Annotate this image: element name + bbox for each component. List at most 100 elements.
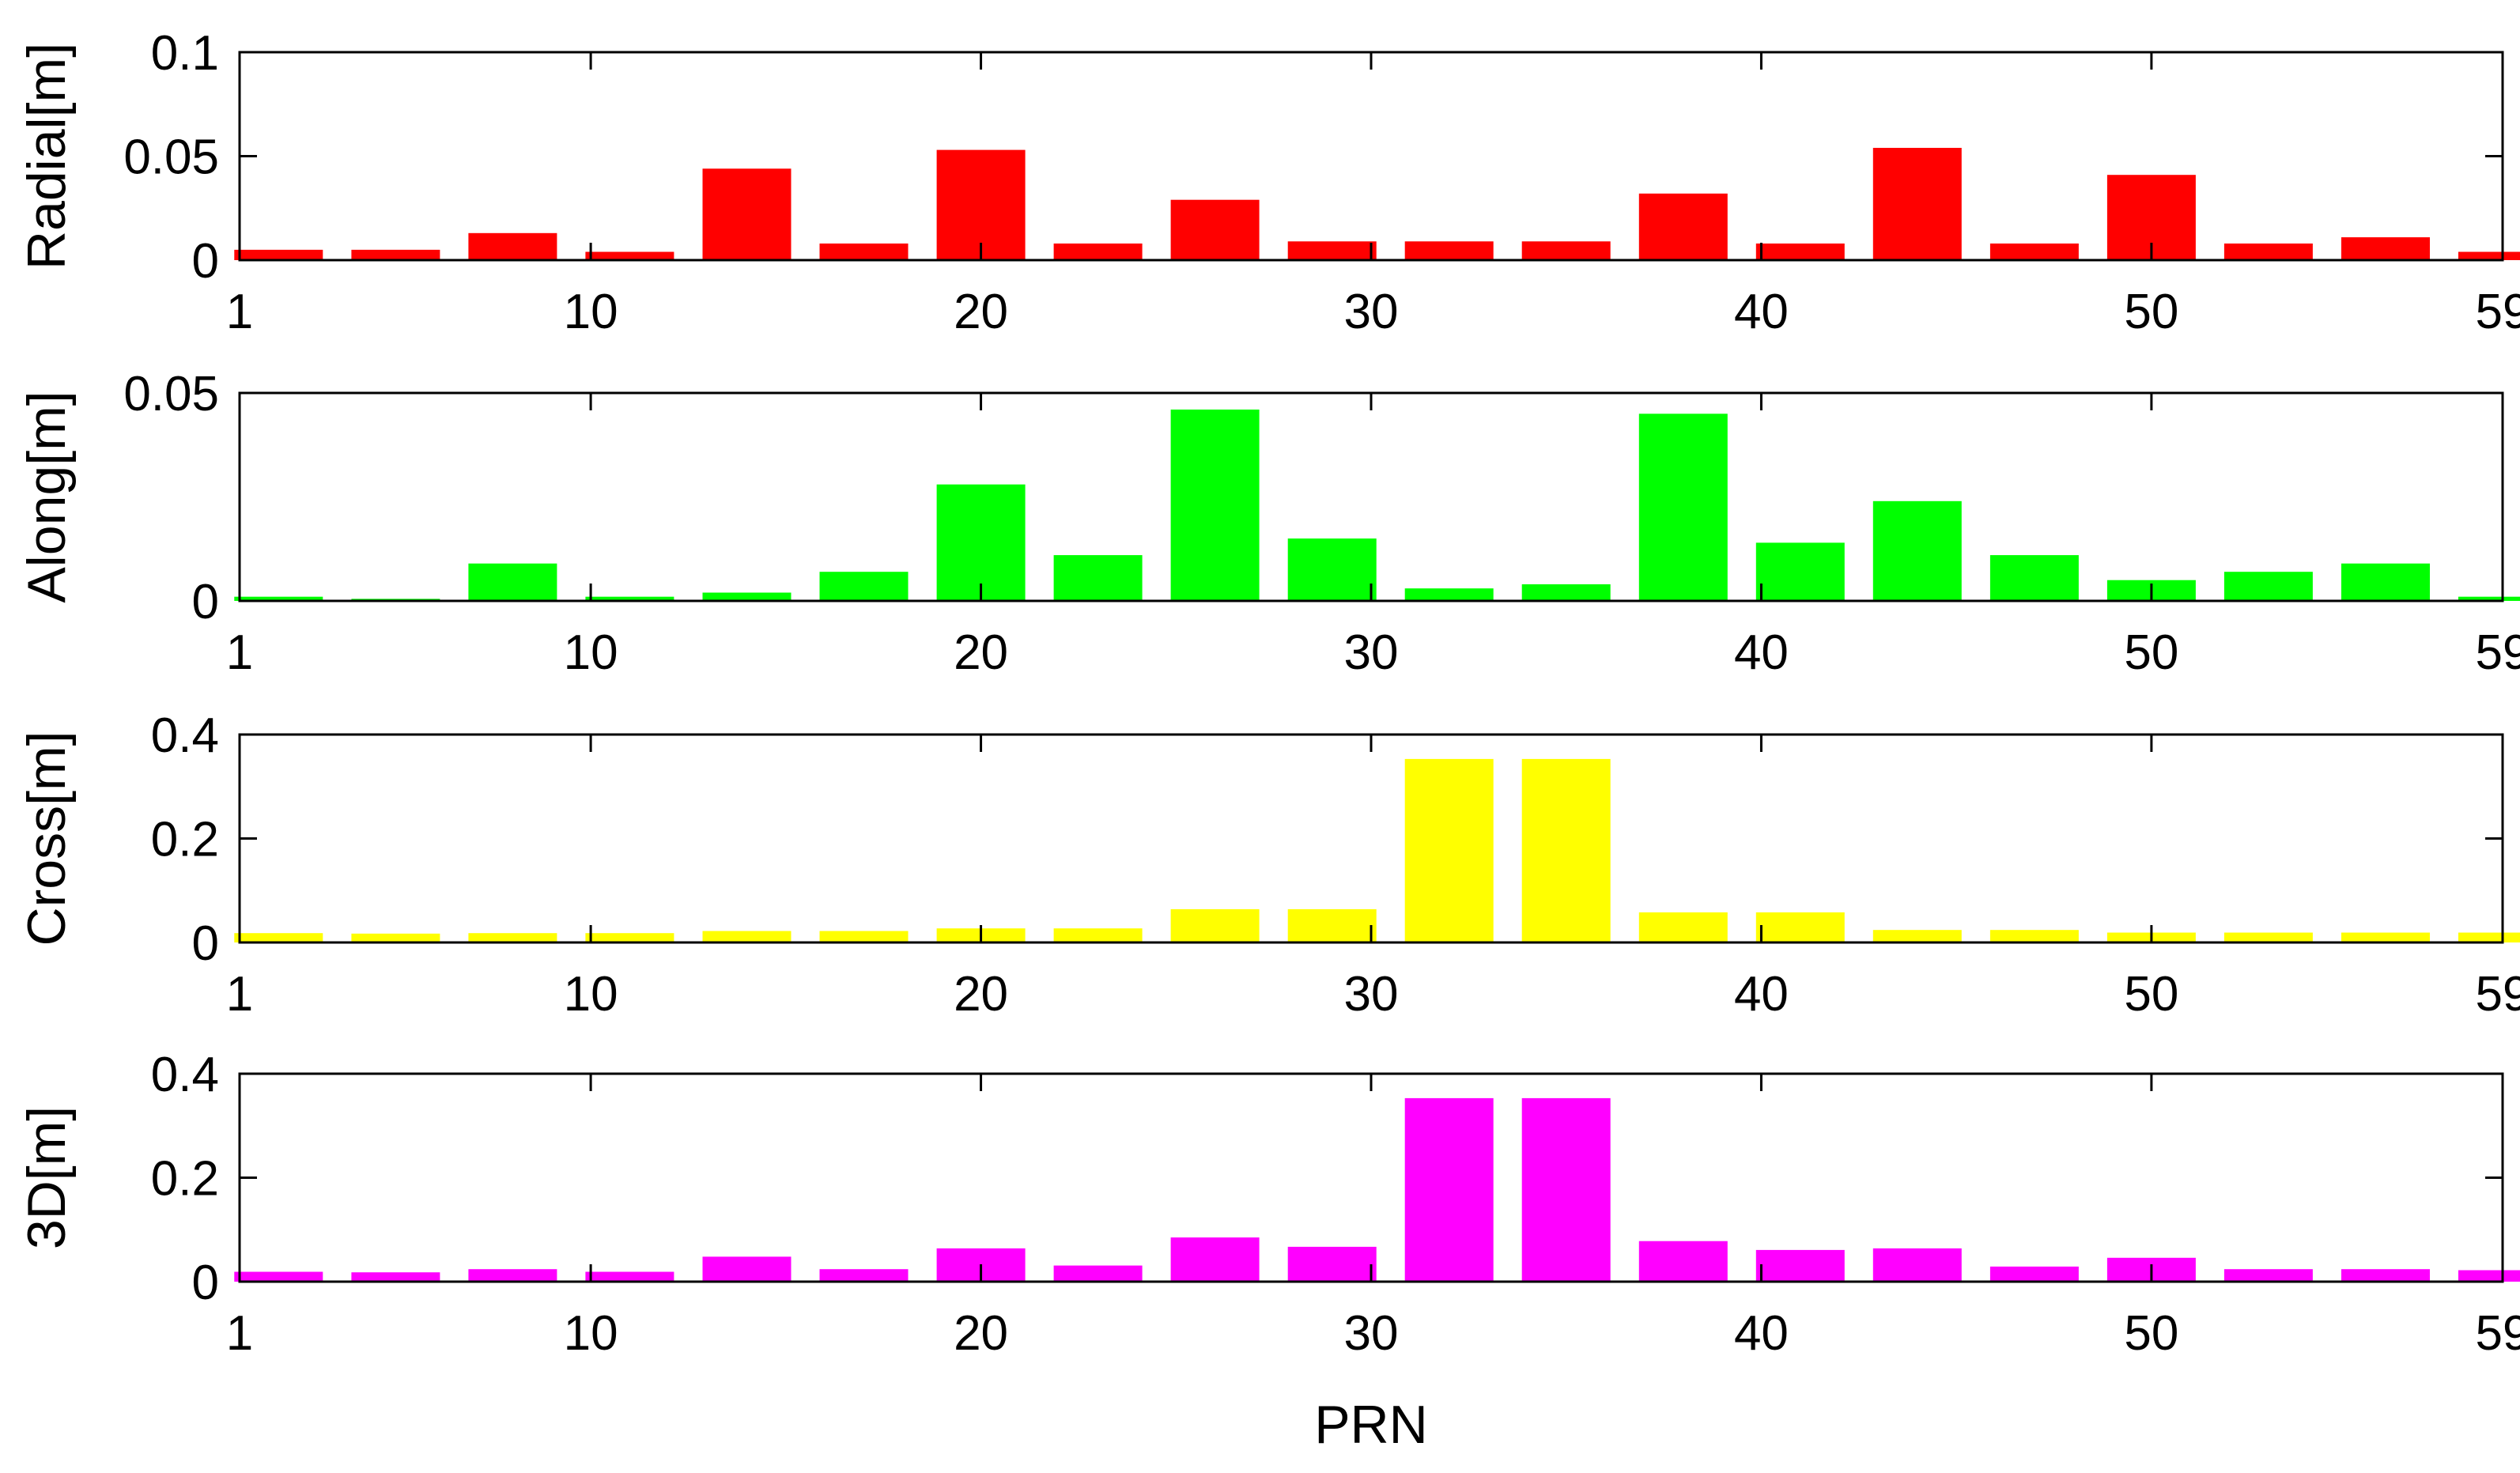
x-tick-label: 1 xyxy=(226,285,253,339)
y-axis-title: Radial[m] xyxy=(17,43,77,270)
x-tick-label: 50 xyxy=(2124,1306,2178,1361)
bar xyxy=(1053,244,1143,260)
y-tick-label: 0.2 xyxy=(151,1152,219,1207)
bar xyxy=(2341,237,2430,260)
x-tick-label: 40 xyxy=(1734,285,1789,339)
x-tick-label: 10 xyxy=(564,285,618,339)
x-tick-label: 59 xyxy=(2476,625,2520,680)
bar xyxy=(1287,1246,1377,1282)
bar xyxy=(2223,1269,2313,1282)
bar xyxy=(468,563,557,601)
bar xyxy=(2223,244,2313,260)
bar xyxy=(2458,932,2520,942)
bar xyxy=(1404,588,1494,601)
bar xyxy=(1872,930,1962,942)
bar xyxy=(1872,500,1962,601)
chart-panel-2: 1 10 20 30 40 50 59 0 0.05 Along[m] xyxy=(17,367,2520,680)
bar xyxy=(1170,410,1260,601)
bar xyxy=(468,933,557,942)
bar xyxy=(819,931,909,942)
x-tick-label: 30 xyxy=(1344,285,1399,339)
bar xyxy=(1404,241,1494,260)
bar xyxy=(351,933,440,942)
y-tick-label: 0 xyxy=(192,1256,219,1310)
bar xyxy=(1404,1097,1494,1282)
bar xyxy=(1989,930,2079,942)
bar xyxy=(1053,928,1143,942)
x-tick-label: 20 xyxy=(954,285,1008,339)
bar xyxy=(1053,555,1143,601)
bar xyxy=(468,1269,557,1282)
x-tick-label: 1 xyxy=(226,1306,253,1361)
x-tick-label: 20 xyxy=(954,967,1008,1022)
bar xyxy=(2458,596,2520,601)
x-tick-label: 59 xyxy=(2476,1306,2520,1361)
bar xyxy=(1170,199,1260,260)
bar xyxy=(1638,1241,1728,1282)
bar xyxy=(585,933,674,942)
bar xyxy=(702,168,792,260)
y-tick-label: 0.05 xyxy=(123,367,219,421)
bar xyxy=(819,244,909,260)
y-tick-label: 0.1 xyxy=(151,26,219,81)
y-axis-title: Cross[m] xyxy=(17,731,77,946)
x-tick-label: 1 xyxy=(226,967,253,1022)
bar xyxy=(234,933,323,942)
bar xyxy=(2458,1270,2520,1282)
y-axis-title: 3D[m] xyxy=(17,1106,77,1249)
x-tick-label: 10 xyxy=(564,967,618,1022)
x-tick-label: 20 xyxy=(954,625,1008,680)
bar xyxy=(1170,908,1260,942)
bar xyxy=(819,572,909,601)
bar xyxy=(1638,414,1728,601)
x-axis-title: PRN xyxy=(1314,1395,1428,1455)
x-tick-label: 59 xyxy=(2476,967,2520,1022)
x-tick-label: 50 xyxy=(2124,285,2178,339)
bar xyxy=(234,1271,323,1282)
x-tick-label: 40 xyxy=(1734,967,1789,1022)
x-tick-label: 40 xyxy=(1734,1306,1789,1361)
bar xyxy=(585,251,674,260)
bar xyxy=(1755,542,1845,601)
bar xyxy=(702,1256,792,1282)
x-tick-label: 20 xyxy=(954,1306,1008,1361)
bar xyxy=(1053,1265,1143,1282)
bar xyxy=(2223,932,2313,942)
bar xyxy=(936,484,1026,601)
bar xyxy=(1287,908,1377,942)
bar xyxy=(1521,584,1611,601)
bar xyxy=(819,1269,909,1282)
x-tick-label: 50 xyxy=(2124,625,2178,680)
bar xyxy=(1638,912,1728,942)
x-tick-label: 30 xyxy=(1344,1306,1399,1361)
bar xyxy=(1755,244,1845,260)
chart-panel-3: 1 10 20 30 40 50 59 0 0.2 0.4 Cross[m] xyxy=(17,708,2520,1022)
bar xyxy=(585,596,674,601)
bar xyxy=(1989,1266,2079,1282)
bar xyxy=(1989,555,2079,601)
bar xyxy=(1521,758,1611,942)
bar xyxy=(1521,1097,1611,1282)
bar xyxy=(1872,148,1962,260)
bar xyxy=(351,1272,440,1282)
x-tick-label: 50 xyxy=(2124,967,2178,1022)
bar xyxy=(468,232,557,260)
bar xyxy=(585,1271,674,1282)
bar xyxy=(702,931,792,942)
bar xyxy=(2341,932,2430,942)
chart-panel-4: 1 10 20 30 40 50 59 0 0.2 0.4 3D[m] PRN xyxy=(17,1048,2520,1455)
bar xyxy=(234,249,323,260)
y-tick-label: 0.05 xyxy=(123,130,219,185)
bar xyxy=(2341,563,2430,601)
y-tick-label: 0 xyxy=(192,916,219,971)
x-tick-label: 40 xyxy=(1734,625,1789,680)
bar xyxy=(1755,1249,1845,1282)
x-tick-label: 10 xyxy=(564,1306,618,1361)
chart-panel-1: 1 10 20 30 40 50 59 0 0.05 0.1 Radial[m] xyxy=(17,26,2520,339)
bar xyxy=(1287,241,1377,260)
bar xyxy=(2458,251,2520,260)
y-tick-label: 0.4 xyxy=(151,708,219,763)
x-tick-label: 59 xyxy=(2476,285,2520,339)
x-tick-label: 10 xyxy=(564,625,618,680)
